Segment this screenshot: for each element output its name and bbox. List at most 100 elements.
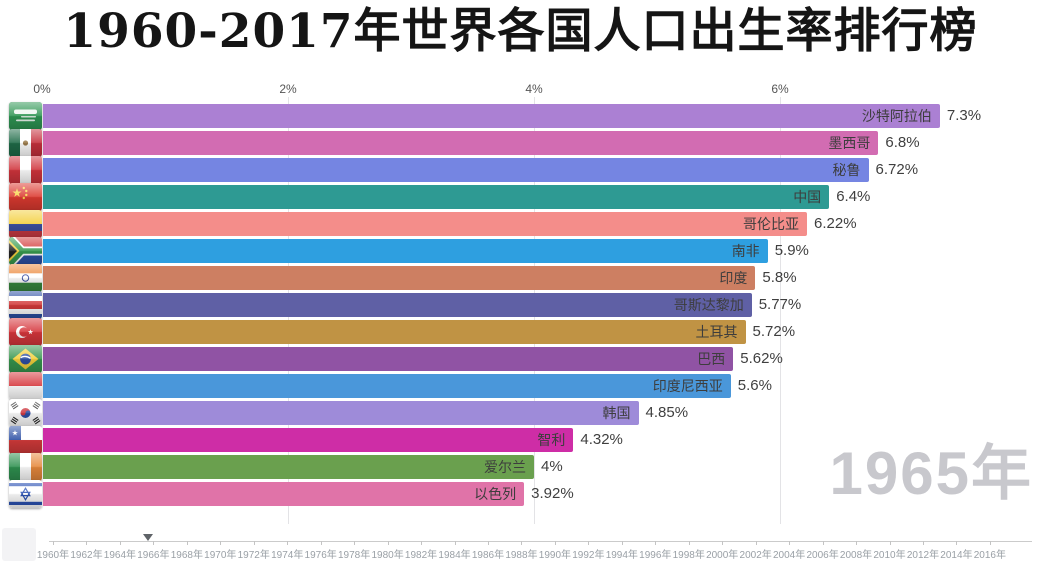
country-label: 印度尼西亚 <box>652 378 723 394</box>
timeline-tick <box>253 541 255 545</box>
timeline-year-label[interactable]: 2002年 <box>739 550 772 561</box>
timeline-tick <box>387 541 389 545</box>
bar-1: 沙特阿拉伯 <box>43 103 940 128</box>
flag-costa-rica-icon <box>9 290 42 319</box>
bar-15: 以色列 <box>43 482 525 507</box>
country-label: 印度 <box>719 269 748 286</box>
value-label: 6.8% <box>885 133 920 151</box>
timeline-year-label[interactable]: 1986年 <box>471 550 505 561</box>
timeline-year-label[interactable]: 2010年 <box>873 550 906 561</box>
triangle-down-icon[interactable] <box>143 534 154 541</box>
flag-mexico-icon <box>9 128 42 157</box>
country-label: 沙特阿拉伯 <box>861 107 932 124</box>
flag-israel-icon <box>9 480 42 509</box>
bar-14: 爱尔兰 <box>43 455 534 480</box>
timeline-year-label[interactable]: 1990年 <box>538 550 572 561</box>
gridline-6pct <box>780 97 781 524</box>
x-axis-tick-label: 0% <box>33 82 51 96</box>
timeline-year-label[interactable]: 1962年 <box>70 550 103 561</box>
timeline-tick <box>287 541 289 545</box>
timeline-year-label[interactable]: 1972年 <box>237 550 270 561</box>
value-label: 4.32% <box>580 431 623 449</box>
timeline-year-label[interactable]: 1960年 <box>36 550 70 561</box>
timeline-year-label[interactable]: 2016年 <box>973 550 1006 561</box>
timeline-tick <box>989 541 991 545</box>
bar-7: 印度 <box>43 265 756 290</box>
flag-saudi-arabia-icon <box>9 101 42 130</box>
country-label: 智利 <box>537 432 566 449</box>
timeline-tick <box>655 541 657 545</box>
timeline-year-label[interactable]: 1984年 <box>438 550 471 561</box>
flag-ireland-icon <box>9 453 42 482</box>
bar-11: 印度尼西亚 <box>43 374 731 398</box>
timeline-tick <box>588 541 590 545</box>
country-label: 秘鲁 <box>832 161 861 178</box>
timeline-year-label[interactable]: 1968年 <box>170 550 203 561</box>
timeline-year-label[interactable]: 2012年 <box>906 550 940 561</box>
value-label: 4% <box>541 458 563 476</box>
timeline-year-label[interactable]: 1974年 <box>271 550 304 561</box>
timeline-tick <box>621 541 623 545</box>
value-label: 4.85% <box>645 404 689 422</box>
timeline-year-label[interactable]: 1978年 <box>338 550 371 561</box>
flag-indonesia-icon <box>9 372 42 400</box>
country-label: 南非 <box>731 242 760 259</box>
timeline-year-label[interactable]: 1982年 <box>404 550 438 561</box>
value-label: 6.72% <box>875 160 919 178</box>
timeline-tick <box>889 541 891 545</box>
timeline-year-label[interactable]: 2004年 <box>772 550 806 561</box>
bar-5: 哥伦比亚 <box>43 211 808 236</box>
timeline-tick <box>86 541 88 545</box>
value-label: 5.9% <box>774 241 809 259</box>
value-label: 6.22% <box>814 214 857 232</box>
timeline-tick <box>119 541 121 545</box>
timeline-track[interactable] <box>49 541 1032 542</box>
year-watermark: 1965年 <box>829 440 1033 507</box>
timeline-year-label[interactable]: 1988年 <box>505 550 538 561</box>
country-label: 巴西 <box>697 350 726 367</box>
flag-chile-icon <box>9 426 42 455</box>
timeline-tick <box>487 541 489 545</box>
timeline-year-label[interactable]: 2008年 <box>839 550 873 561</box>
timeline-year-label[interactable]: 1970年 <box>204 550 237 561</box>
bar-9: 土耳其 <box>43 319 746 344</box>
flag-south-korea-icon <box>9 399 42 428</box>
timeline-tick <box>421 541 423 545</box>
timeline-year-label[interactable]: 2000年 <box>706 550 739 561</box>
timeline-year-label[interactable]: 2006年 <box>806 550 839 561</box>
timeline-year-label[interactable]: 1994年 <box>605 550 638 561</box>
country-label: 中国 <box>793 188 822 205</box>
x-axis-tick-label: 2% <box>279 82 297 96</box>
bar-13: 智利 <box>43 428 574 453</box>
bar-6: 南非 <box>43 238 768 263</box>
country-label: 以色列 <box>474 486 517 503</box>
play-button[interactable] <box>2 528 36 561</box>
x-axis-tick-label: 6% <box>771 82 789 96</box>
flag-turkey-icon <box>9 317 42 346</box>
timeline-tick <box>320 541 322 545</box>
timeline-year-label[interactable]: 1980年 <box>371 550 404 561</box>
timeline-year-label[interactable]: 1966年 <box>137 550 170 561</box>
bar-4: 中国 <box>43 184 830 209</box>
bar-10: 巴西 <box>43 346 734 371</box>
chart-title: 1960-2017年世界各国人口出生率排行榜 <box>63 4 978 59</box>
country-label: 哥伦比亚 <box>743 215 800 232</box>
country-label: 墨西哥 <box>828 134 871 151</box>
timeline-year-label[interactable]: 2014年 <box>940 550 973 561</box>
bar-12: 韩国 <box>43 401 639 426</box>
timeline-tick <box>722 541 724 545</box>
timeline-year-label[interactable]: 1992年 <box>572 550 605 561</box>
country-label: 哥斯达黎加 <box>673 296 744 313</box>
flag-india-icon <box>9 263 42 292</box>
timeline-tick <box>53 541 54 545</box>
bar-3: 秘鲁 <box>43 157 869 182</box>
timeline-tick <box>521 541 523 545</box>
flag-brazil-icon <box>9 344 42 373</box>
value-label: 3.92% <box>531 485 574 503</box>
value-label: 6.4% <box>836 187 871 205</box>
timeline-year-label[interactable]: 1976年 <box>304 550 337 561</box>
timeline-year-label[interactable]: 1964年 <box>103 550 137 561</box>
timeline-year-label[interactable]: 1996年 <box>639 550 672 561</box>
timeline-year-label[interactable]: 1998年 <box>672 550 705 561</box>
